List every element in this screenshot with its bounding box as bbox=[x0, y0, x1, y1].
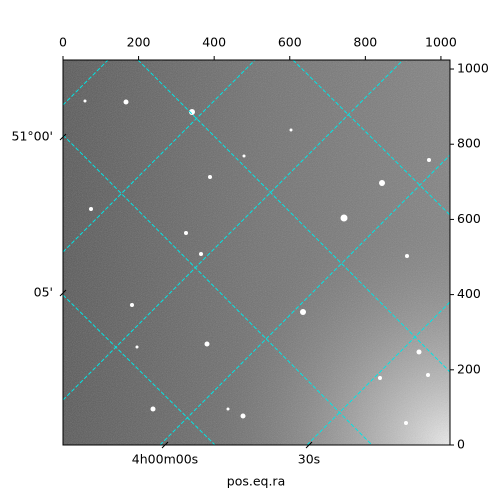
ra-tick-label: 30s bbox=[298, 452, 320, 467]
y-tick-label: 800 bbox=[457, 136, 481, 151]
x-axis-label: pos.eq.ra bbox=[227, 474, 285, 489]
x-tick-label: 600 bbox=[278, 35, 302, 50]
grid-line bbox=[137, 60, 450, 373]
dec-tick bbox=[59, 289, 67, 297]
grid-line bbox=[63, 60, 404, 401]
coordinate-grid bbox=[63, 60, 450, 445]
frame bbox=[62, 59, 451, 446]
x-tick-label: 200 bbox=[127, 35, 151, 50]
grid-line bbox=[159, 154, 450, 445]
ra-tick bbox=[161, 441, 169, 449]
y-tick-label: 400 bbox=[457, 286, 481, 301]
grid-line bbox=[63, 60, 109, 106]
grid-line bbox=[292, 60, 450, 216]
image bbox=[63, 60, 450, 445]
stars bbox=[83, 99, 431, 425]
dec-tick bbox=[59, 133, 67, 141]
dec-tick-label: 51°00' bbox=[12, 129, 54, 144]
ra-tick bbox=[305, 441, 313, 449]
x-tick-label: 400 bbox=[202, 35, 226, 50]
grid-line bbox=[63, 294, 216, 445]
dec-tick-label: 05' bbox=[34, 285, 53, 300]
ra-tick-label: 4h00m00s bbox=[132, 452, 198, 467]
x-tick-label: 1000 bbox=[425, 35, 457, 50]
grid-line bbox=[306, 301, 450, 445]
x-tick-label: 800 bbox=[353, 35, 377, 50]
x-tick-label: 0 bbox=[59, 35, 67, 50]
y-tick-label: 0 bbox=[457, 437, 465, 452]
y-tick-label: 1000 bbox=[457, 61, 489, 76]
y-tick-label: 200 bbox=[457, 361, 481, 376]
y-tick-label: 600 bbox=[457, 211, 481, 226]
grid-line bbox=[63, 60, 256, 253]
grid-line bbox=[63, 134, 373, 445]
